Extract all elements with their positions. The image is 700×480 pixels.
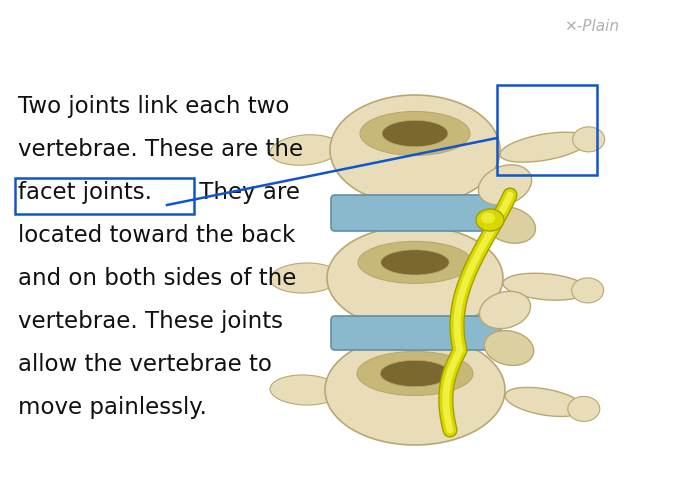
Ellipse shape bbox=[476, 209, 504, 231]
Text: vertebrae. These joints: vertebrae. These joints bbox=[18, 310, 283, 333]
Ellipse shape bbox=[360, 111, 470, 156]
Text: located toward the back: located toward the back bbox=[18, 224, 295, 247]
Ellipse shape bbox=[478, 165, 531, 205]
Text: move painlessly.: move painlessly. bbox=[18, 396, 207, 419]
Bar bbox=[15, 178, 194, 214]
Text: facet joints.: facet joints. bbox=[18, 181, 152, 204]
Ellipse shape bbox=[500, 132, 589, 162]
Ellipse shape bbox=[505, 387, 584, 417]
Text: Two joints link each two: Two joints link each two bbox=[18, 95, 289, 118]
Ellipse shape bbox=[270, 263, 340, 293]
Ellipse shape bbox=[572, 278, 603, 303]
Ellipse shape bbox=[568, 396, 600, 421]
FancyBboxPatch shape bbox=[331, 316, 501, 350]
Text: They are: They are bbox=[192, 181, 300, 204]
Ellipse shape bbox=[270, 375, 340, 405]
Ellipse shape bbox=[573, 127, 605, 152]
Ellipse shape bbox=[325, 335, 505, 445]
Ellipse shape bbox=[357, 351, 473, 396]
Ellipse shape bbox=[382, 120, 448, 147]
Ellipse shape bbox=[358, 241, 472, 283]
Ellipse shape bbox=[327, 226, 503, 330]
Bar bbox=[497, 85, 597, 175]
Ellipse shape bbox=[381, 250, 449, 275]
Text: vertebrae. These are the: vertebrae. These are the bbox=[18, 138, 303, 161]
Ellipse shape bbox=[380, 360, 450, 387]
Ellipse shape bbox=[481, 213, 495, 224]
Text: ✕-Plain: ✕-Plain bbox=[564, 19, 619, 34]
FancyBboxPatch shape bbox=[331, 195, 501, 231]
Text: and on both sides of the: and on both sides of the bbox=[18, 267, 296, 290]
Ellipse shape bbox=[484, 331, 533, 365]
Text: allow the vertebrae to: allow the vertebrae to bbox=[18, 353, 272, 376]
Ellipse shape bbox=[270, 135, 340, 165]
Ellipse shape bbox=[330, 95, 500, 205]
Ellipse shape bbox=[503, 273, 588, 300]
Ellipse shape bbox=[484, 207, 536, 243]
Ellipse shape bbox=[480, 291, 531, 329]
